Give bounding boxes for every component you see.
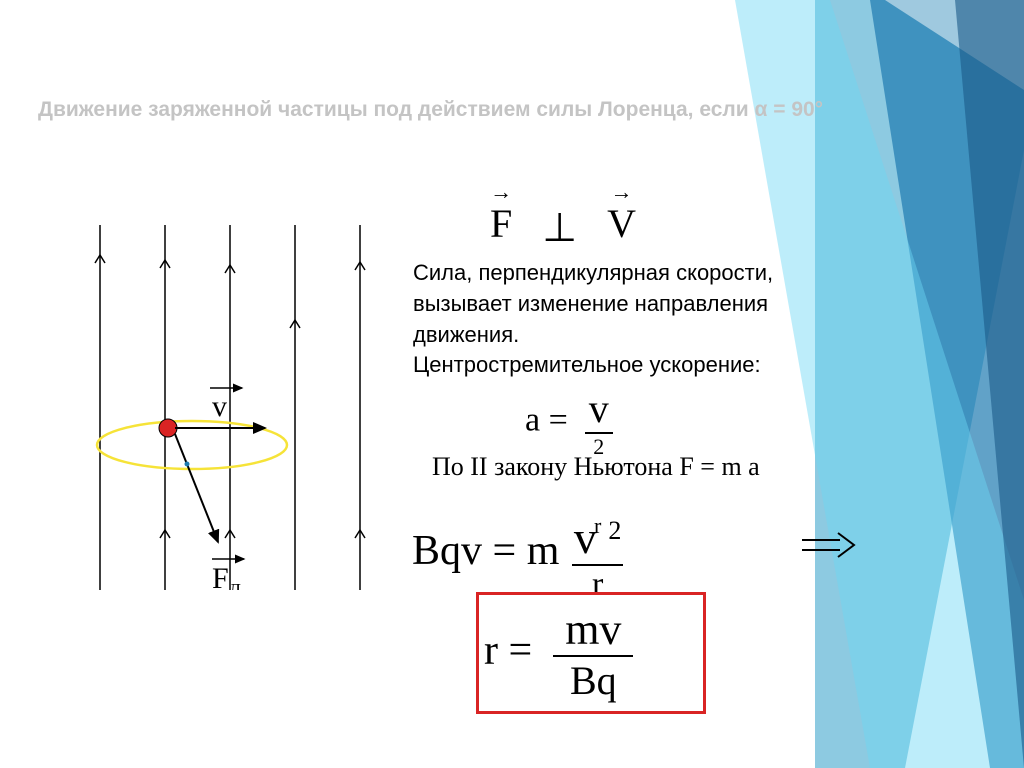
v-label: v bbox=[212, 390, 227, 423]
eq-acceleration: a = v2 bbox=[525, 385, 613, 460]
lorentz-diagram: В v FЛ bbox=[70, 220, 380, 590]
eq-radius: r = mv Bq bbox=[484, 604, 633, 704]
newton-text: По II закону Ньютона F = m a bbox=[432, 452, 760, 482]
eq-f-perp-v: F ⊥ V bbox=[490, 200, 636, 247]
implies-arrow-icon bbox=[800, 530, 858, 560]
f-label: FЛ bbox=[212, 562, 241, 590]
eq-bqv: Вqv = m r v 2 r bbox=[412, 505, 623, 604]
page-title: Движение заряженной частицы под действие… bbox=[38, 98, 823, 122]
explanation-text: Сила, перпендикулярная скорости, вызывае… bbox=[413, 258, 873, 381]
